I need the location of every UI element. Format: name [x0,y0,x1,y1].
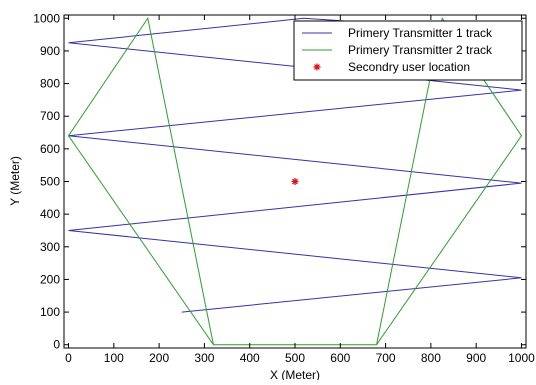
x-tick-label: 0 [65,351,72,365]
x-tick-label: 300 [194,351,214,365]
legend-label: Primery Transmitter 1 track [348,26,493,40]
y-tick-label: 700 [40,109,60,123]
x-tick-label: 900 [466,351,486,365]
y-tick-label: 0 [53,338,60,352]
legend-label: Primery Transmitter 2 track [348,43,493,57]
y-tick-label: 1000 [33,11,60,25]
x-tick-label: 700 [376,351,396,365]
y-tick-label: 200 [40,272,60,286]
x-tick-label: 500 [285,351,305,365]
x-tick-label: 200 [149,351,169,365]
y-tick-label: 300 [40,240,60,254]
x-tick-label: 1000 [508,351,535,365]
data-point-star [291,178,299,185]
y-tick-label: 900 [40,44,60,58]
y-tick-label: 800 [40,77,60,91]
x-tick-label: 400 [240,351,260,365]
y-tick-label: 600 [40,142,60,156]
legend-swatch-star [313,63,321,71]
y-tick-label: 100 [40,305,60,319]
legend: Primery Transmitter 1 track Primery Trans… [293,20,523,81]
y-tick-label: 400 [40,207,60,221]
x-tick-label: 800 [421,351,441,365]
tick-layer: 0 100 200 300 400 500 600 700 800 900 1000 0 100 200 3… [33,11,535,365]
legend-label: Secondry user location [348,60,470,74]
x-axis-title: X (Meter) [270,368,320,380]
y-axis-title: Y (Meter) [8,156,22,206]
y-tick-label: 500 [40,175,60,189]
x-tick-label: 600 [330,351,350,365]
x-tick-label: 100 [104,351,124,365]
